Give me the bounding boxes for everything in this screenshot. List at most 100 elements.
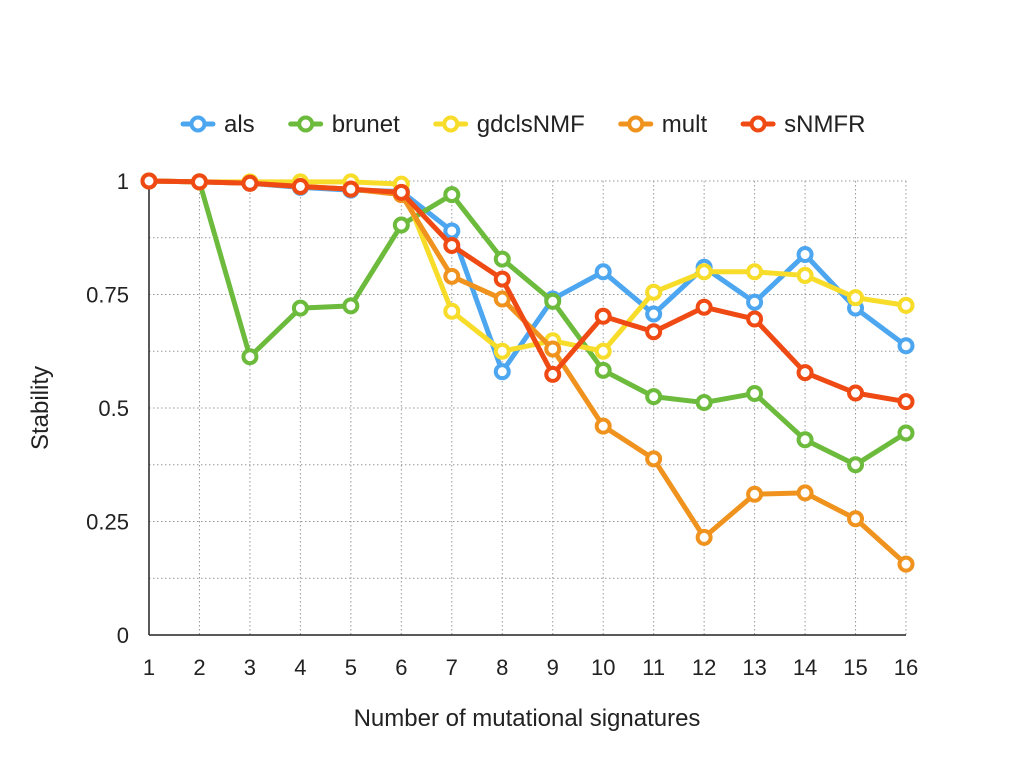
legend-item-als: als (180, 111, 255, 138)
y-tick-labels: 0 0.25 0.5 0.75 1 (86, 169, 129, 648)
x-tick-label: 14 (793, 655, 817, 680)
series-line-brunet (146, 178, 909, 468)
axes (148, 181, 906, 636)
data-point-brunet (493, 250, 511, 268)
x-tick-label: 11 (642, 655, 665, 680)
data-point-sNMFR (847, 384, 865, 402)
x-tick-label: 8 (496, 655, 508, 680)
x-tick-label: 5 (345, 655, 357, 680)
data-point-gdclsNMF (695, 263, 713, 281)
data-point-sNMFR (544, 365, 562, 383)
legend-swatch-marker (189, 115, 207, 133)
data-point-als (645, 305, 663, 323)
data-point-brunet (645, 388, 663, 406)
data-point-als (897, 337, 915, 355)
x-axis-title: Number of mutational signatures (354, 705, 701, 732)
data-point-mult (645, 450, 663, 468)
x-tick-label: 10 (591, 655, 615, 680)
data-point-brunet (746, 384, 764, 402)
data-point-als (443, 222, 461, 240)
data-point-sNMFR (392, 183, 410, 201)
data-point-brunet (291, 299, 309, 317)
legend-swatch-marker (297, 115, 315, 133)
x-tick-label: 15 (843, 655, 867, 680)
data-point-sNMFR (342, 180, 360, 198)
legend-swatch-marker (749, 115, 767, 133)
legend-label: mult (662, 111, 708, 138)
data-point-mult (847, 510, 865, 528)
data-point-brunet (594, 361, 612, 379)
y-tick-label: 0.5 (98, 396, 129, 421)
x-tick-label: 7 (446, 655, 458, 680)
y-tick-label: 0.75 (86, 283, 129, 308)
legend-label: gdclsNMF (477, 111, 585, 138)
legend-label: brunet (332, 111, 400, 138)
data-point-sNMFR (241, 174, 259, 192)
data-point-mult (746, 485, 764, 503)
data-point-sNMFR (443, 236, 461, 254)
data-point-mult (897, 555, 915, 573)
data-point-sNMFR (291, 177, 309, 195)
data-point-als (594, 263, 612, 281)
x-tick-label: 4 (294, 655, 306, 680)
data-point-gdclsNMF (594, 342, 612, 360)
data-point-mult (695, 528, 713, 546)
series-line-sNMFR (146, 178, 909, 405)
y-axis-title: Stability (27, 366, 54, 450)
data-point-mult (544, 340, 562, 358)
x-tick-label: 3 (244, 655, 256, 680)
legend-label: sNMFR (784, 111, 865, 138)
data-point-sNMFR (140, 172, 158, 190)
series-sNMFR (140, 172, 915, 411)
data-point-gdclsNMF (443, 302, 461, 320)
x-tick-label: 1 (143, 655, 155, 680)
data-point-brunet (695, 394, 713, 412)
series-group (140, 172, 915, 573)
data-point-gdclsNMF (493, 342, 511, 360)
legend-label: als (224, 111, 255, 138)
legend-item-gdclsNMF: gdclsNMF (433, 111, 585, 138)
data-point-sNMFR (493, 270, 511, 288)
data-point-gdclsNMF (746, 263, 764, 281)
data-point-mult (594, 417, 612, 435)
data-point-mult (796, 484, 814, 502)
data-point-brunet (342, 297, 360, 315)
x-tick-label: 16 (894, 655, 918, 680)
data-point-gdclsNMF (796, 266, 814, 284)
data-point-sNMFR (796, 364, 814, 382)
legend-item-sNMFR: sNMFR (740, 111, 865, 138)
data-point-mult (443, 267, 461, 285)
data-point-als (746, 293, 764, 311)
data-point-sNMFR (897, 393, 915, 411)
legend-item-mult: mult (618, 111, 708, 138)
data-point-gdclsNMF (847, 289, 865, 307)
data-point-brunet (392, 216, 410, 234)
data-point-brunet (796, 431, 814, 449)
data-point-gdclsNMF (897, 296, 915, 314)
x-tick-label: 12 (692, 655, 716, 680)
data-point-sNMFR (746, 310, 764, 328)
series-line-mult (146, 178, 909, 567)
data-point-brunet (544, 292, 562, 310)
y-tick-label: 1 (117, 169, 129, 194)
legend: als brunet gdclsNMF mult sNMFR (180, 111, 865, 138)
grid-lines (149, 180, 907, 635)
data-point-brunet (847, 456, 865, 474)
data-point-brunet (443, 186, 461, 204)
data-point-sNMFR (645, 323, 663, 341)
data-point-brunet (241, 348, 259, 366)
data-point-sNMFR (190, 173, 208, 191)
data-point-brunet (897, 424, 915, 442)
y-tick-label: 0 (117, 623, 129, 648)
series-line-gdclsNMF (146, 178, 909, 354)
x-tick-label: 9 (547, 655, 559, 680)
y-tick-label: 0.25 (86, 510, 129, 535)
data-point-gdclsNMF (645, 283, 663, 301)
data-point-sNMFR (594, 307, 612, 325)
legend-swatch-marker (627, 115, 645, 133)
legend-swatch-marker (442, 115, 460, 133)
x-tick-label: 13 (742, 655, 766, 680)
x-tick-label: 2 (193, 655, 205, 680)
x-tick-labels: 1 2 3 4 5 6 7 8 9 10 11 12 13 14 15 16 (143, 655, 918, 680)
